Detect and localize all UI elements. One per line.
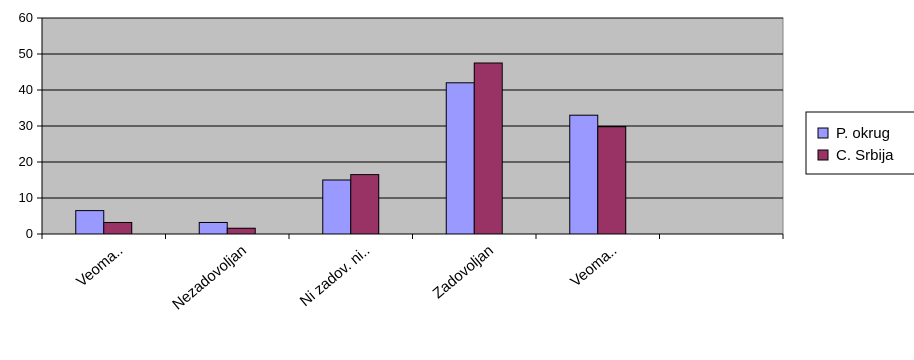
legend-swatch-p-okrug bbox=[817, 127, 829, 139]
legend-box bbox=[805, 111, 914, 175]
bars bbox=[75, 62, 627, 235]
x-axis-labels: Veoma.. Nezadovoljan Ni zadov. ni.. Zadovol… bbox=[73, 242, 620, 313]
legend-label-c-srbija: C. Srbija bbox=[836, 147, 894, 164]
y-tick-label: 40 bbox=[19, 82, 33, 97]
x-category-label: Ni zadov. ni.. bbox=[297, 242, 373, 310]
legend-swatch-c-srbija bbox=[817, 149, 829, 161]
legend: P. okrug C. Srbija bbox=[805, 111, 914, 175]
y-tick-label: 10 bbox=[19, 190, 33, 205]
y-tick-label: 60 bbox=[19, 10, 33, 25]
y-tick-label: 30 bbox=[19, 118, 33, 133]
bar-c-srbija-1 bbox=[226, 227, 256, 235]
bar-p-okrug-0 bbox=[75, 210, 105, 235]
y-tick-label: 50 bbox=[19, 46, 33, 61]
y-tick-label: 20 bbox=[19, 154, 33, 169]
gridlines bbox=[42, 17, 783, 199]
bar-c-srbija-4 bbox=[597, 126, 627, 235]
x-category-label: Zadovoljan bbox=[430, 242, 497, 302]
bar-p-okrug-3 bbox=[445, 82, 475, 235]
x-category-label: Veoma.. bbox=[567, 242, 620, 290]
x-axis-ticks bbox=[41, 234, 784, 239]
y-axis-ticks: 0 10 20 30 40 50 60 bbox=[19, 10, 42, 241]
bar-c-srbija-0 bbox=[103, 221, 133, 235]
y-tick-label: 0 bbox=[26, 226, 33, 241]
x-category-label: Veoma.. bbox=[73, 242, 126, 290]
bar-p-okrug-4 bbox=[569, 114, 599, 235]
bar-p-okrug-1 bbox=[198, 221, 228, 235]
bar-c-srbija-3 bbox=[473, 62, 503, 235]
bar-p-okrug-2 bbox=[322, 179, 352, 235]
bar-c-srbija-2 bbox=[350, 174, 380, 235]
x-category-label: Nezadovoljan bbox=[169, 242, 250, 313]
legend-label-p-okrug: P. okrug bbox=[836, 125, 890, 142]
